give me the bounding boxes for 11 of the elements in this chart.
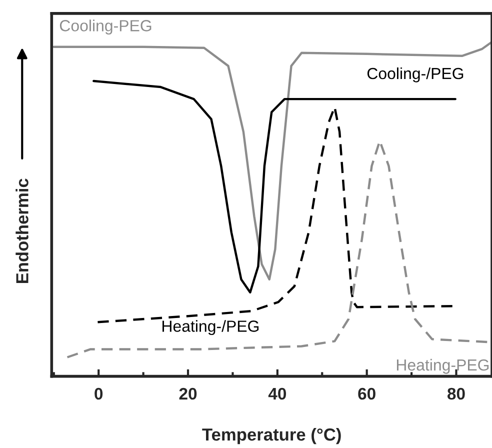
x-tick-label: 40 [268, 388, 286, 400]
series-label: Cooling-/PEG [367, 67, 464, 82]
series-label: Heating-/PEG [162, 320, 259, 336]
series-label: Heating-PEG [396, 358, 489, 374]
series-label: Cooling-PEG [60, 20, 152, 35]
x-tick-label: 20 [179, 388, 197, 400]
x-tick-label: 80 [447, 388, 465, 400]
x-axis-title: Temperature (°C) [202, 428, 341, 444]
x-tick-label: 0 [94, 388, 103, 400]
x-tick-label: 60 [358, 388, 376, 400]
y-axis-title: Endothermic [16, 178, 28, 284]
